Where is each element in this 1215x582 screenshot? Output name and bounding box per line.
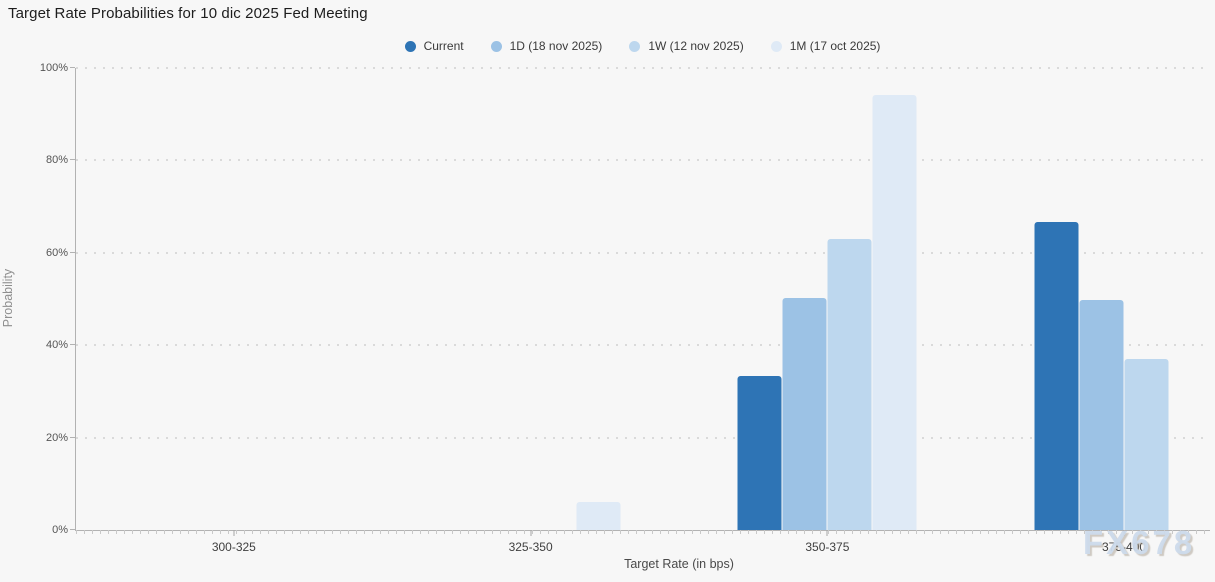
y-tick-label-20: 20% bbox=[45, 431, 68, 444]
legend-dot-icon bbox=[404, 40, 416, 52]
x-tick-label-300-325: 300-325 bbox=[211, 540, 256, 554]
y-tick-mark-60 bbox=[70, 251, 75, 253]
bar-350-375-1w[interactable] bbox=[827, 238, 872, 530]
x-axis-minor-ticks bbox=[76, 530, 1210, 534]
plot-area: 0% 20% 40% 60% 80% 100% 300-325 325-350 350-375 3… bbox=[40, 62, 1210, 554]
gridline-60 bbox=[76, 251, 1210, 254]
x-tick-mark-350-375 bbox=[826, 530, 828, 536]
legend-label: Current bbox=[423, 39, 464, 53]
y-tick-mark-0 bbox=[70, 529, 75, 530]
bar-375-400-current[interactable] bbox=[1034, 221, 1079, 530]
bar-350-375-1m[interactable] bbox=[872, 95, 917, 530]
x-tick-label-375-400: 375-400 bbox=[1102, 540, 1147, 554]
chart-title: Target Rate Probabilities for 10 dic 202… bbox=[8, 5, 368, 22]
y-axis-title: Probability bbox=[1, 268, 15, 328]
y-tick-mark-40 bbox=[70, 344, 75, 346]
legend-dot-icon bbox=[629, 40, 641, 52]
y-tick-mark-20 bbox=[70, 436, 75, 438]
legend-label: 1M (17 oct 2025) bbox=[789, 39, 881, 53]
x-axis-title: Target Rate (in bps) bbox=[624, 557, 734, 571]
x-tick-label-325-350: 325-350 bbox=[508, 540, 553, 554]
gridline-20 bbox=[76, 436, 1210, 439]
legend-item-current[interactable]: Current bbox=[404, 39, 464, 53]
legend-dot-icon bbox=[770, 40, 782, 52]
bar-group-350-375 bbox=[737, 68, 917, 530]
y-tick-mark-80 bbox=[70, 159, 75, 161]
legend-label: 1D (18 nov 2025) bbox=[509, 39, 603, 53]
x-tick-mark-325-350 bbox=[530, 530, 532, 536]
gridline-100 bbox=[76, 67, 1210, 69]
x-tick-mark-375-400 bbox=[1123, 530, 1125, 536]
legend-item-1w[interactable]: 1W (12 nov 2025) bbox=[629, 39, 744, 53]
bar-group-300-325 bbox=[144, 68, 323, 530]
y-tick-label-40: 40% bbox=[45, 339, 68, 352]
bar-375-400-1d[interactable] bbox=[1079, 299, 1124, 530]
bar-350-375-current[interactable] bbox=[737, 376, 782, 530]
chart-legend: Current 1D (18 nov 2025) 1W (12 nov 2025) 1… bbox=[75, 37, 1210, 55]
y-tick-label-60: 60% bbox=[45, 246, 68, 259]
bar-350-375-1d[interactable] bbox=[782, 298, 827, 530]
y-tick-label-100: 100% bbox=[39, 62, 68, 74]
legend-dot-icon bbox=[490, 40, 502, 52]
y-tick-label-80: 80% bbox=[45, 154, 68, 167]
bar-375-400-1w[interactable] bbox=[1124, 359, 1169, 530]
bar-group-375-400 bbox=[1034, 68, 1214, 530]
y-tick-mark-100 bbox=[70, 67, 75, 68]
x-tick-mark-300-325 bbox=[233, 530, 235, 536]
gridline-40 bbox=[76, 344, 1210, 347]
y-tick-label-0: 0% bbox=[52, 524, 68, 536]
x-tick-label-350-375: 350-375 bbox=[805, 540, 850, 554]
legend-item-1m[interactable]: 1M (17 oct 2025) bbox=[770, 39, 881, 53]
bar-325-350-1m[interactable] bbox=[576, 501, 621, 530]
legend-item-1d[interactable]: 1D (18 nov 2025) bbox=[490, 39, 603, 53]
bar-group-325-350 bbox=[441, 68, 621, 530]
gridline-80 bbox=[76, 159, 1210, 162]
legend-label: 1W (12 nov 2025) bbox=[648, 39, 744, 53]
